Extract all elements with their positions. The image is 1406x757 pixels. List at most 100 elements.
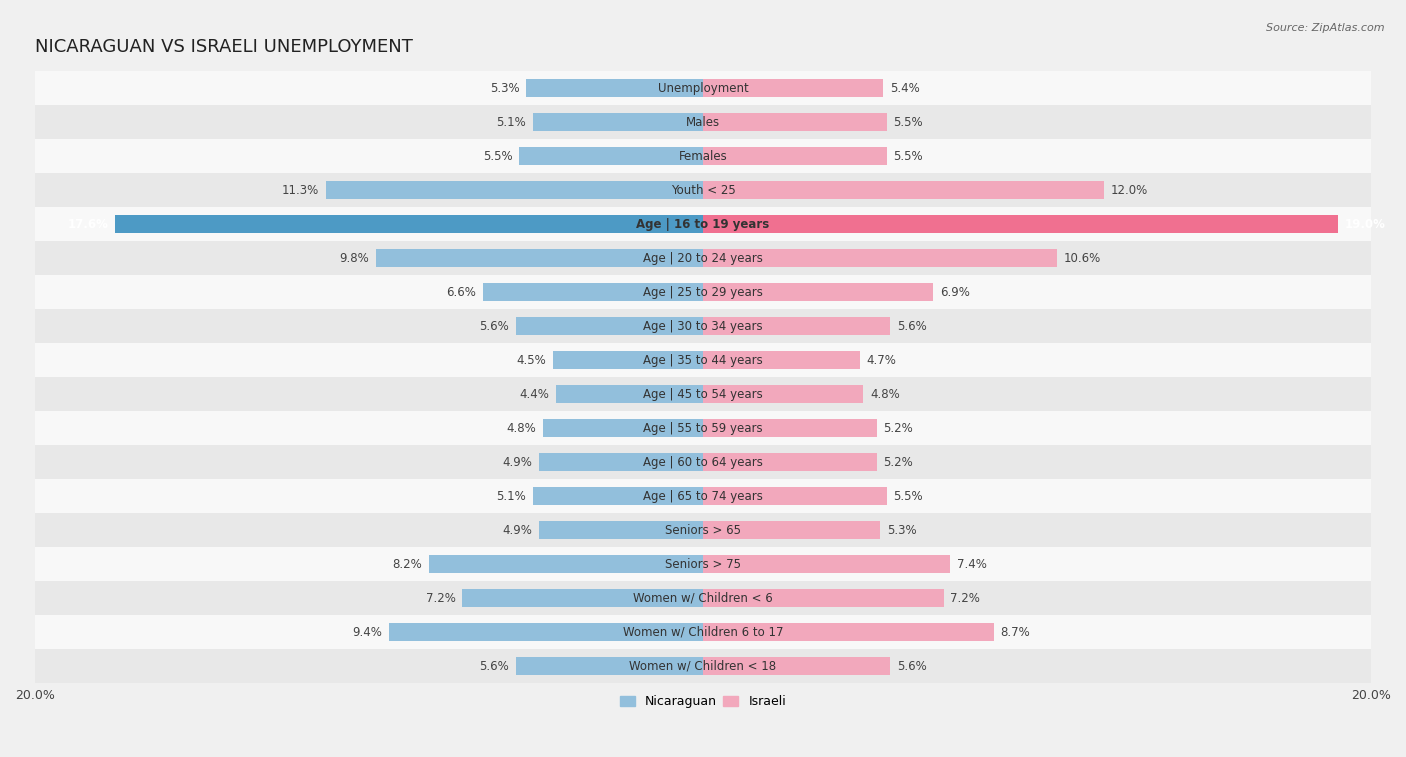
Bar: [540, 453, 703, 472]
Bar: [35, 139, 1371, 173]
Bar: [375, 249, 703, 267]
Bar: [533, 487, 703, 506]
Text: Females: Females: [679, 150, 727, 163]
Bar: [526, 79, 703, 98]
Bar: [703, 521, 880, 540]
Text: 7.2%: 7.2%: [426, 591, 456, 605]
Bar: [703, 656, 890, 675]
Text: 19.0%: 19.0%: [1344, 217, 1385, 231]
Text: 8.2%: 8.2%: [392, 557, 422, 571]
Legend: Nicaraguan, Israeli: Nicaraguan, Israeli: [614, 690, 792, 713]
Bar: [35, 649, 1371, 683]
Text: Age | 25 to 29 years: Age | 25 to 29 years: [643, 285, 763, 298]
Bar: [553, 350, 703, 369]
Bar: [703, 589, 943, 607]
Text: 5.5%: 5.5%: [484, 150, 513, 163]
Bar: [533, 113, 703, 132]
Bar: [35, 105, 1371, 139]
Text: Age | 55 to 59 years: Age | 55 to 59 years: [643, 422, 763, 435]
Text: 5.5%: 5.5%: [893, 116, 922, 129]
Bar: [463, 589, 703, 607]
Bar: [703, 181, 1104, 200]
Text: 12.0%: 12.0%: [1111, 184, 1147, 197]
Text: 5.2%: 5.2%: [883, 456, 912, 469]
Bar: [35, 479, 1371, 513]
Bar: [703, 623, 994, 641]
Text: Source: ZipAtlas.com: Source: ZipAtlas.com: [1267, 23, 1385, 33]
Text: 5.3%: 5.3%: [887, 524, 917, 537]
Bar: [703, 350, 860, 369]
Bar: [35, 581, 1371, 615]
Text: 5.1%: 5.1%: [496, 490, 526, 503]
Text: 8.7%: 8.7%: [1000, 625, 1031, 638]
Text: 4.5%: 4.5%: [516, 354, 546, 366]
Bar: [389, 623, 703, 641]
Bar: [35, 411, 1371, 445]
Bar: [35, 241, 1371, 275]
Bar: [703, 249, 1057, 267]
Bar: [115, 215, 703, 233]
Text: Age | 30 to 34 years: Age | 30 to 34 years: [643, 319, 763, 332]
Text: Age | 45 to 54 years: Age | 45 to 54 years: [643, 388, 763, 400]
Bar: [703, 385, 863, 403]
Text: Age | 35 to 44 years: Age | 35 to 44 years: [643, 354, 763, 366]
Text: 5.6%: 5.6%: [479, 659, 509, 672]
Bar: [35, 547, 1371, 581]
Bar: [35, 513, 1371, 547]
Text: 6.9%: 6.9%: [941, 285, 970, 298]
Bar: [703, 316, 890, 335]
Bar: [703, 555, 950, 573]
Text: Males: Males: [686, 116, 720, 129]
Bar: [35, 445, 1371, 479]
Text: Age | 60 to 64 years: Age | 60 to 64 years: [643, 456, 763, 469]
Text: 5.6%: 5.6%: [897, 659, 927, 672]
Bar: [703, 79, 883, 98]
Bar: [519, 147, 703, 166]
Text: Age | 65 to 74 years: Age | 65 to 74 years: [643, 490, 763, 503]
Text: Seniors > 75: Seniors > 75: [665, 557, 741, 571]
Text: 4.8%: 4.8%: [870, 388, 900, 400]
Bar: [703, 487, 887, 506]
Bar: [35, 615, 1371, 649]
Bar: [35, 309, 1371, 343]
Text: Women w/ Children < 6: Women w/ Children < 6: [633, 591, 773, 605]
Bar: [703, 419, 877, 438]
Bar: [35, 343, 1371, 377]
Bar: [326, 181, 703, 200]
Bar: [35, 71, 1371, 105]
Text: 5.6%: 5.6%: [479, 319, 509, 332]
Bar: [35, 377, 1371, 411]
Text: 4.8%: 4.8%: [506, 422, 536, 435]
Text: 7.4%: 7.4%: [957, 557, 987, 571]
Bar: [703, 147, 887, 166]
Text: Seniors > 65: Seniors > 65: [665, 524, 741, 537]
Bar: [516, 656, 703, 675]
Text: 5.2%: 5.2%: [883, 422, 912, 435]
Text: 4.4%: 4.4%: [519, 388, 550, 400]
Bar: [703, 453, 877, 472]
Text: 9.4%: 9.4%: [353, 625, 382, 638]
Text: 7.2%: 7.2%: [950, 591, 980, 605]
Text: Women w/ Children < 18: Women w/ Children < 18: [630, 659, 776, 672]
Bar: [703, 283, 934, 301]
Bar: [703, 215, 1337, 233]
Text: 5.3%: 5.3%: [489, 82, 519, 95]
Bar: [703, 113, 887, 132]
Text: 4.9%: 4.9%: [503, 456, 533, 469]
Text: 10.6%: 10.6%: [1064, 251, 1101, 265]
Text: Age | 20 to 24 years: Age | 20 to 24 years: [643, 251, 763, 265]
Bar: [555, 385, 703, 403]
Text: NICARAGUAN VS ISRAELI UNEMPLOYMENT: NICARAGUAN VS ISRAELI UNEMPLOYMENT: [35, 38, 413, 56]
Bar: [482, 283, 703, 301]
Text: 5.1%: 5.1%: [496, 116, 526, 129]
Bar: [516, 316, 703, 335]
Bar: [35, 207, 1371, 241]
Text: 11.3%: 11.3%: [281, 184, 319, 197]
Text: 6.6%: 6.6%: [446, 285, 475, 298]
Text: 17.6%: 17.6%: [67, 217, 108, 231]
Bar: [429, 555, 703, 573]
Text: Youth < 25: Youth < 25: [671, 184, 735, 197]
Bar: [543, 419, 703, 438]
Text: Unemployment: Unemployment: [658, 82, 748, 95]
Text: Women w/ Children 6 to 17: Women w/ Children 6 to 17: [623, 625, 783, 638]
